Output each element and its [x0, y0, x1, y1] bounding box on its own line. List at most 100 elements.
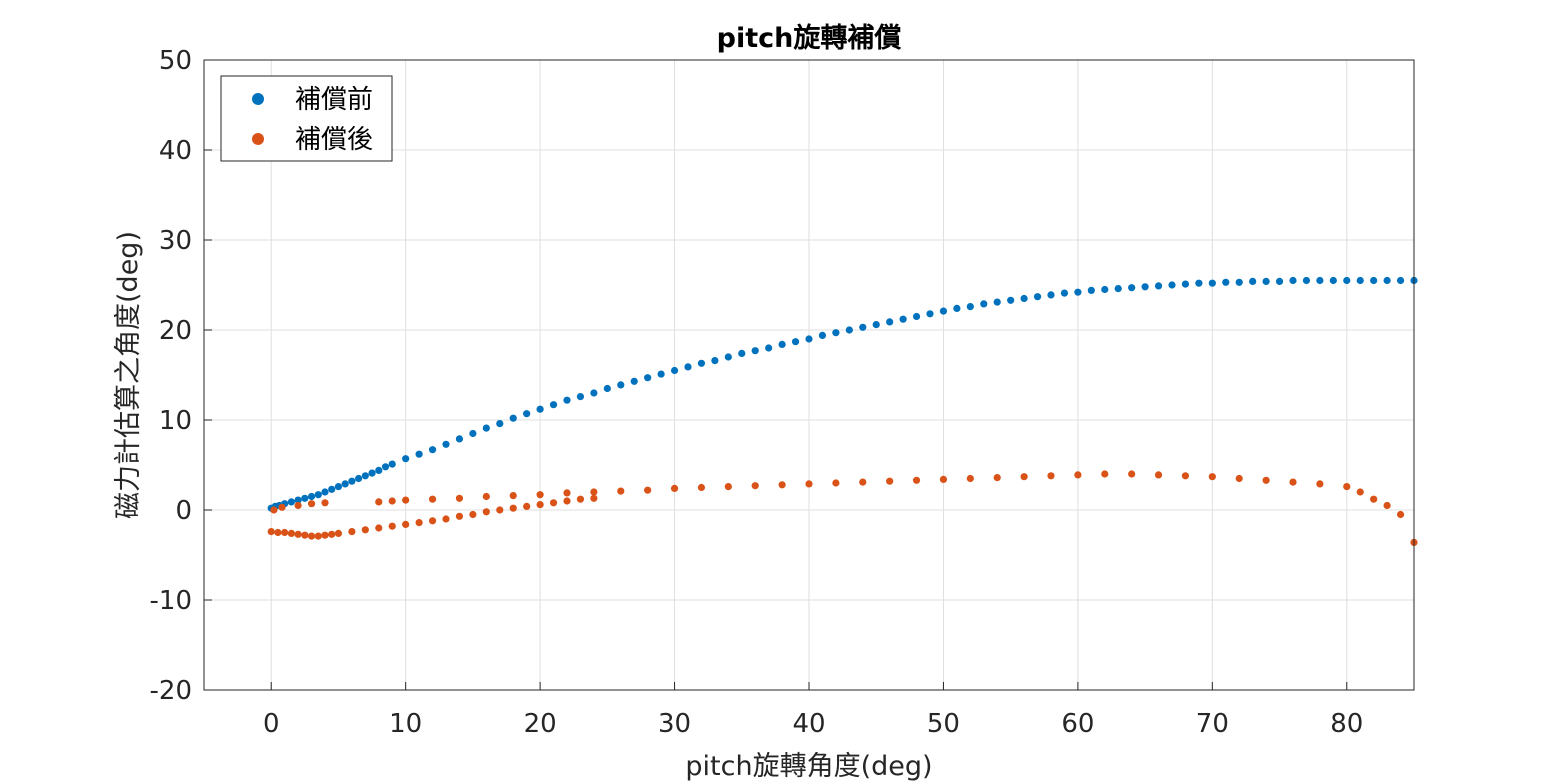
data-point — [939, 475, 948, 483]
data-point — [1141, 283, 1149, 291]
data-point — [509, 504, 517, 512]
data-point — [912, 312, 921, 321]
legend-marker-after — [252, 133, 264, 145]
data-point — [496, 420, 504, 428]
data-point — [805, 480, 813, 488]
data-point — [1101, 285, 1109, 294]
data-point — [482, 424, 490, 432]
data-point — [859, 478, 867, 486]
data-point — [1154, 471, 1163, 479]
data-point — [1396, 510, 1405, 519]
data-point — [711, 357, 719, 365]
data-point — [402, 520, 410, 529]
data-point — [617, 487, 625, 495]
data-point — [287, 498, 295, 506]
data-point — [281, 528, 289, 537]
data-point — [1316, 276, 1324, 285]
data-point — [1329, 276, 1337, 285]
data-point — [1168, 281, 1176, 289]
data-point — [1020, 473, 1028, 481]
data-point — [644, 486, 652, 494]
data-point — [442, 515, 450, 523]
data-point — [993, 474, 1001, 482]
data-point — [523, 410, 531, 418]
data-point — [388, 522, 396, 530]
data-point — [428, 517, 437, 525]
series-layer — [267, 276, 1418, 547]
data-point — [301, 531, 309, 539]
data-point — [670, 484, 679, 492]
data-point — [697, 359, 706, 367]
data-point — [966, 474, 974, 483]
data-point — [778, 340, 786, 348]
data-point — [1047, 291, 1055, 299]
data-point — [278, 503, 286, 511]
data-point — [509, 414, 517, 422]
data-point — [388, 460, 396, 468]
data-point — [455, 512, 464, 520]
data-point — [348, 528, 356, 536]
data-point — [926, 310, 934, 318]
data-point — [368, 469, 376, 477]
data-point — [1208, 279, 1216, 287]
data-point — [361, 472, 369, 480]
data-point — [455, 435, 464, 443]
data-point — [381, 463, 390, 471]
data-point — [294, 496, 302, 504]
data-point — [375, 498, 383, 506]
data-point — [724, 483, 732, 491]
y-tick-label: -20 — [150, 676, 192, 706]
data-point — [1356, 276, 1364, 285]
data-point — [590, 389, 598, 397]
data-point — [590, 494, 598, 502]
data-point — [1396, 276, 1405, 285]
data-point — [274, 528, 282, 537]
data-point — [314, 532, 322, 540]
data-point — [536, 405, 544, 413]
data-point — [402, 455, 410, 463]
data-point — [859, 323, 867, 331]
data-point — [1181, 280, 1190, 288]
data-point — [314, 491, 322, 499]
y-tick-label: 40 — [159, 136, 192, 166]
data-point — [603, 384, 611, 393]
data-point — [818, 331, 827, 339]
data-point — [328, 485, 336, 493]
data-point — [307, 500, 316, 508]
data-point — [334, 483, 343, 491]
series-after — [267, 470, 1418, 547]
y-tick-label: 10 — [159, 406, 192, 436]
data-point — [1114, 285, 1122, 293]
data-point — [765, 344, 773, 352]
data-point — [832, 329, 840, 337]
data-point — [287, 529, 295, 538]
legend: 補償前 補償後 — [220, 75, 393, 162]
tick-labels: 0 10 20 30 40 50 60 70 80 -20 -10 0 10 20 30 40 50 — [150, 46, 1364, 739]
data-point — [563, 396, 571, 404]
data-point — [1128, 470, 1136, 478]
x-tick-label: 60 — [1061, 709, 1094, 739]
data-point — [1060, 289, 1069, 297]
data-point — [993, 298, 1001, 306]
data-point — [953, 304, 961, 312]
data-point — [301, 494, 309, 502]
legend-label-before: 補償前 — [295, 85, 373, 115]
data-point — [482, 508, 490, 516]
data-point — [886, 318, 894, 326]
series-before — [267, 276, 1418, 512]
data-point — [270, 506, 278, 514]
data-point — [738, 349, 746, 357]
data-point — [1289, 276, 1297, 285]
legend-label-after: 補償後 — [295, 125, 373, 155]
x-tick-label: 30 — [658, 709, 691, 739]
data-point — [657, 370, 665, 378]
data-point — [1074, 471, 1082, 479]
data-point — [307, 532, 316, 540]
data-point — [455, 494, 464, 502]
data-point — [1235, 278, 1243, 286]
data-point — [1020, 294, 1028, 303]
data-point — [576, 495, 585, 503]
data-point — [886, 477, 894, 485]
data-point — [1074, 288, 1082, 296]
